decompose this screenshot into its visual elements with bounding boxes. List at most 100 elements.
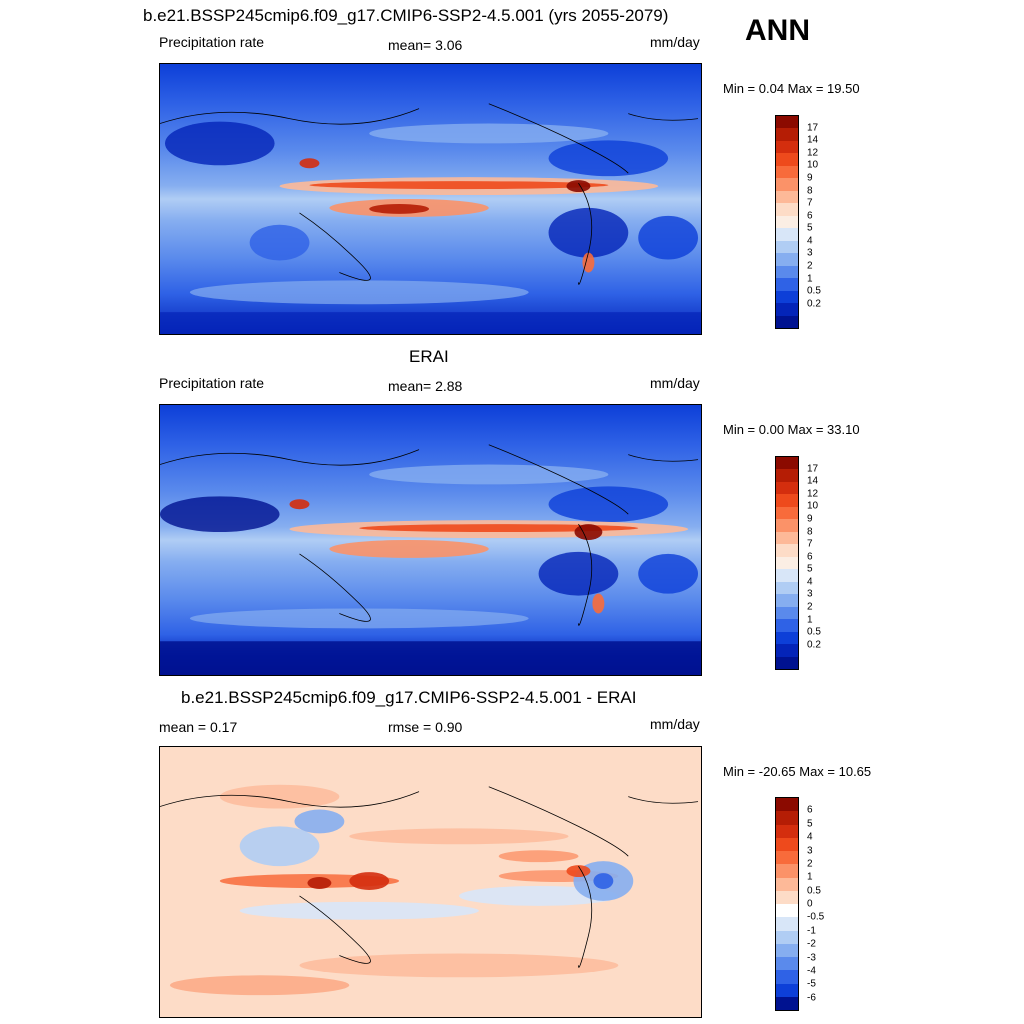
- colorbar-tick-label: 2: [807, 601, 813, 613]
- colorbar-tick-label: -1: [807, 925, 816, 937]
- colorbar-swatch: [776, 215, 798, 229]
- colorbar-swatch: [776, 890, 798, 904]
- colorbar-swatch: [776, 569, 798, 582]
- panel-2-colorbar: [775, 456, 799, 670]
- colorbar-swatch: [776, 494, 798, 507]
- colorbar-swatch: [776, 556, 798, 570]
- panel-1-map: [159, 63, 702, 335]
- panel-3-map: [159, 746, 702, 1018]
- colorbar-tick-label: 14: [807, 134, 819, 146]
- colorbar-tick-label: 0.2: [807, 639, 821, 651]
- panel-2-map: [159, 404, 702, 676]
- colorbar-tick-label: -6: [807, 992, 816, 1004]
- colorbar-tick-label: 0.2: [807, 298, 821, 310]
- colorbar-swatch: [776, 851, 798, 865]
- colorbar-swatch: [776, 278, 798, 291]
- colorbar-swatch: [776, 506, 798, 520]
- colorbar-tick-label: 3: [807, 588, 813, 600]
- colorbar-tick-label: 10: [807, 159, 819, 171]
- colorbar-tick-label: 5: [807, 222, 813, 234]
- colorbar-swatch: [776, 606, 798, 620]
- colorbar-tick-label: 0: [807, 898, 813, 910]
- panel-3-map-svg: [160, 747, 701, 1017]
- colorbar-swatch: [776, 824, 798, 838]
- panel-1-mean-label: mean= 3.06: [388, 37, 463, 53]
- colorbar-swatch: [776, 290, 798, 304]
- colorbar-tick-label: 0.5: [807, 626, 821, 638]
- colorbar-swatch: [776, 469, 798, 482]
- colorbar-swatch: [776, 930, 798, 944]
- colorbar-tick-label: 10: [807, 500, 819, 512]
- colorbar-swatch: [776, 581, 798, 595]
- colorbar-tick-label: 17: [807, 463, 819, 475]
- panel-2-title: ERAI: [409, 347, 449, 366]
- colorbar-tick-label: 1: [807, 614, 813, 626]
- colorbar-swatch: [776, 228, 798, 241]
- colorbar-swatch: [776, 140, 798, 154]
- panel-3-mean-label: mean = 0.17: [159, 719, 238, 735]
- colorbar-swatch: [776, 165, 798, 179]
- colorbar-tick-label: 4: [807, 235, 813, 247]
- colorbar-swatch: [776, 240, 798, 254]
- panel-3-minmax-label: Min = -20.65 Max = 10.65: [723, 764, 872, 779]
- colorbar-swatch: [776, 457, 798, 470]
- panel-1-variable-label: Precipitation rate: [159, 34, 265, 50]
- colorbar-tick-label: 9: [807, 172, 813, 184]
- colorbar-swatch: [776, 315, 798, 328]
- colorbar-tick-label: 9: [807, 513, 813, 525]
- colorbar-swatch: [776, 203, 798, 216]
- colorbar-tick-label: -5: [807, 978, 816, 990]
- colorbar-swatch: [776, 864, 798, 878]
- colorbar-tick-label: 0.5: [807, 285, 821, 297]
- colorbar-swatch: [776, 619, 798, 632]
- colorbar-swatch: [776, 983, 798, 997]
- colorbar-swatch: [776, 957, 798, 971]
- panel-2-units-label: mm/day: [650, 375, 700, 391]
- colorbar-swatch: [776, 996, 798, 1010]
- colorbar-tick-label: 4: [807, 831, 813, 843]
- colorbar-tick-label: 3: [807, 247, 813, 259]
- colorbar-tick-label: 5: [807, 563, 813, 575]
- panel-1-minmax-label: Min = 0.04 Max = 19.50: [723, 81, 860, 96]
- colorbar-tick-label: -0.5: [807, 911, 825, 923]
- colorbar-swatch: [776, 904, 798, 918]
- colorbar-tick-label: 12: [807, 147, 819, 159]
- colorbar-tick-label: 3: [807, 845, 813, 856]
- colorbar-tick-label: 8: [807, 185, 813, 197]
- colorbar-tick-label: 8: [807, 526, 813, 538]
- colorbar-tick-label: 1: [807, 871, 813, 883]
- panel-3-rmse-label: rmse = 0.90: [388, 719, 463, 735]
- colorbar-swatch: [776, 837, 798, 851]
- colorbar-tick-label: 4: [807, 576, 813, 588]
- colorbar-tick-label: 2: [807, 858, 813, 870]
- colorbar-tick-label: -3: [807, 952, 816, 963]
- panel-1-map-svg: [160, 64, 701, 334]
- panel-1-title: b.e21.BSSP245cmip6.f09_g17.CMIP6-SSP2-4.…: [143, 6, 669, 25]
- colorbar-tick-label: 7: [807, 197, 813, 209]
- colorbar-tick-label: 6: [807, 551, 813, 563]
- colorbar-swatch: [776, 811, 798, 825]
- colorbar-tick-label: 0.5: [807, 885, 821, 897]
- panel-1-colorbar: [775, 115, 799, 329]
- colorbar-tick-label: -4: [807, 965, 816, 977]
- panel-3-units-label: mm/day: [650, 716, 700, 732]
- colorbar-swatch: [776, 631, 798, 645]
- colorbar-tick-label: -2: [807, 938, 816, 950]
- colorbar-swatch: [776, 265, 798, 279]
- colorbar-swatch: [776, 178, 798, 191]
- colorbar-tick-label: 1: [807, 273, 813, 285]
- panel-3-title: b.e21.BSSP245cmip6.f09_g17.CMIP6-SSP2-4.…: [181, 688, 637, 707]
- panel-2-map-svg: [160, 405, 701, 675]
- panel-1-units-label: mm/day: [650, 34, 700, 50]
- colorbar-swatch: [776, 594, 798, 607]
- panel-2-variable-label: Precipitation rate: [159, 375, 265, 391]
- colorbar-swatch: [776, 128, 798, 141]
- colorbar-swatch: [776, 877, 798, 891]
- colorbar-swatch: [776, 303, 798, 316]
- colorbar-swatch: [776, 798, 798, 812]
- colorbar-swatch: [776, 917, 798, 931]
- colorbar-swatch: [776, 481, 798, 495]
- panel-3-colorbar: [775, 797, 799, 1011]
- colorbar-swatch: [776, 943, 798, 957]
- colorbar-swatch: [776, 116, 798, 129]
